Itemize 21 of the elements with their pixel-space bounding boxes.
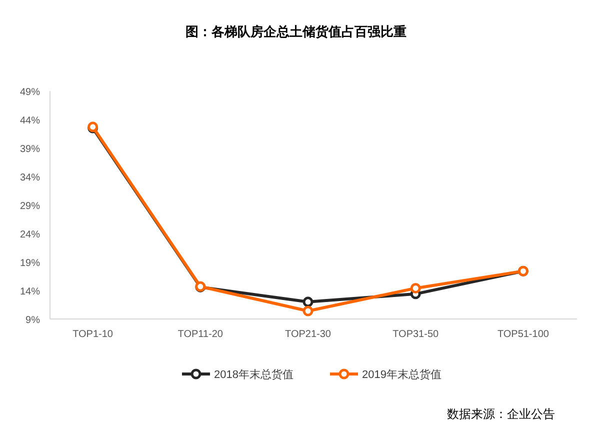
y-tick-label: 44%	[20, 116, 40, 126]
y-tick-label: 14%	[20, 286, 40, 298]
x-tick-label: TOP31-50	[392, 329, 440, 340]
y-tick-label: 49%	[20, 87, 40, 98]
y-tick-label: 34%	[20, 172, 40, 184]
y-tick-label: 39%	[20, 144, 40, 155]
point	[410, 282, 421, 294]
y-tick-label: 9%	[26, 315, 40, 326]
point	[302, 306, 314, 316]
x-tick-label: TOP1-10	[72, 329, 114, 340]
y-tick-label: 24%	[20, 230, 40, 240]
x-tick-label: TOP11-20	[178, 329, 224, 340]
y-tick-label: 19%	[20, 258, 40, 269]
x-tick-label: TOP21-30	[285, 329, 332, 340]
point	[302, 296, 314, 308]
legend-label: 2018年末总货值	[214, 368, 294, 381]
legend-label: 2019年末总货值	[362, 368, 442, 381]
y-tick-label: 29%	[20, 201, 40, 212]
x-tick-label: TOP51-100	[497, 329, 550, 340]
chart-title: 图：各梯队房企总土储货值占百强比重	[186, 24, 406, 39]
source-note: 数据来源：企业公告	[447, 407, 555, 421]
